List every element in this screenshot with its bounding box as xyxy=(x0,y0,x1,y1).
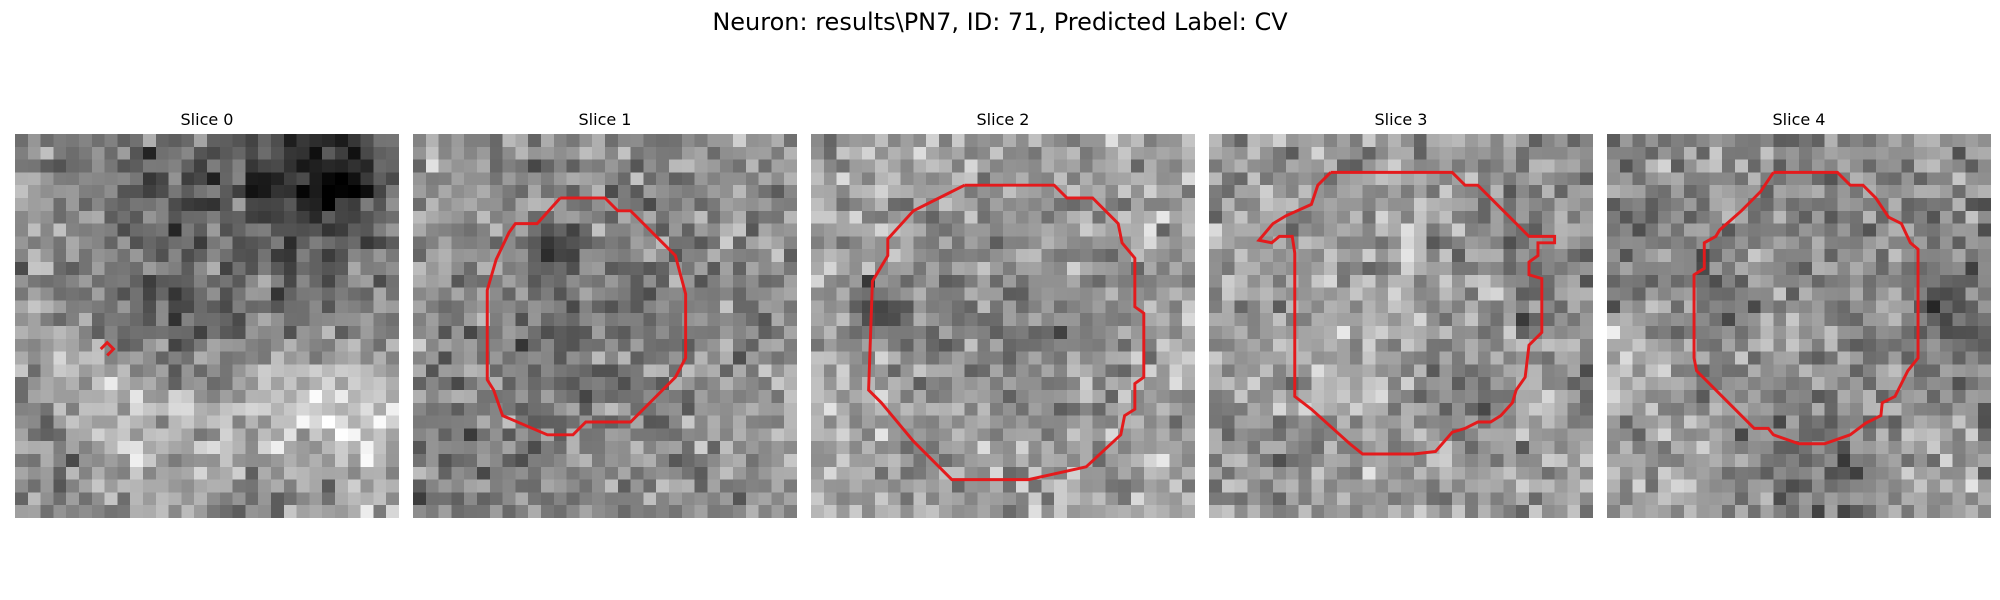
segmentation-contour xyxy=(485,196,688,437)
slice-panel-4: Slice 4 xyxy=(1607,108,1991,518)
segmentation-contour xyxy=(867,183,1146,482)
slice-4-title: Slice 4 xyxy=(1772,110,1826,129)
slice-panel-2: Slice 2 xyxy=(811,108,1195,518)
segmentation-contour xyxy=(99,340,116,357)
slice-2-title: Slice 2 xyxy=(976,110,1030,129)
pixel-grid xyxy=(413,134,797,518)
slice-panel-0: Slice 0 xyxy=(15,108,399,518)
figure-title: Neuron: results\PN7, ID: 71, Predicted L… xyxy=(712,8,1288,36)
segmentation-contour xyxy=(1256,170,1557,456)
pixel-grid xyxy=(811,134,1195,518)
pixel-grid xyxy=(1209,134,1593,518)
pixel-grid xyxy=(1607,134,1991,518)
slice-panel-1: Slice 1 xyxy=(413,108,797,518)
slice-panel-3: Slice 3 xyxy=(1209,108,1593,518)
slice-0-title: Slice 0 xyxy=(180,110,234,129)
slice-0-image xyxy=(15,134,399,518)
slice-3-image xyxy=(1209,134,1593,518)
pixel-grid xyxy=(15,134,399,518)
slice-1-image xyxy=(413,134,797,518)
segmentation-contour xyxy=(1692,170,1920,446)
slice-2-image xyxy=(811,134,1195,518)
slice-4-image xyxy=(1607,134,1991,518)
slice-3-title: Slice 3 xyxy=(1374,110,1428,129)
slice-1-title: Slice 1 xyxy=(578,110,632,129)
